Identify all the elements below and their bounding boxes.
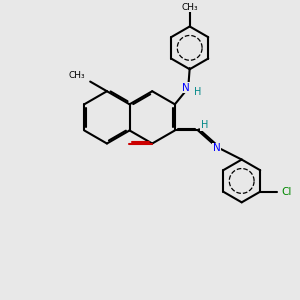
Text: N: N [213, 143, 220, 153]
Text: Cl: Cl [282, 187, 292, 197]
Text: H: H [201, 120, 208, 130]
Text: CH₃: CH₃ [68, 71, 85, 80]
Text: H: H [194, 87, 201, 98]
Text: N: N [182, 83, 190, 93]
Text: CH₃: CH₃ [182, 3, 198, 12]
